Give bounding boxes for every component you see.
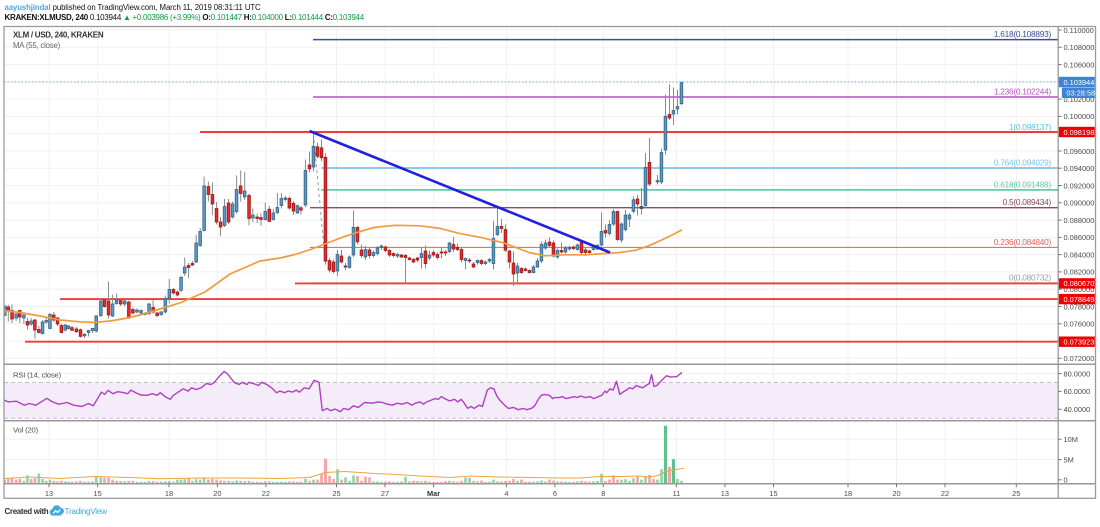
svg-text:0.073923: 0.073923: [1064, 338, 1095, 347]
svg-text:0.236(0.084840): 0.236(0.084840): [994, 237, 1052, 247]
svg-text:0.080000: 0.080000: [1064, 285, 1095, 294]
svg-text:10M: 10M: [1064, 435, 1078, 444]
svg-text:TradingView: TradingView: [65, 506, 109, 516]
svg-text:25: 25: [332, 489, 340, 498]
svg-text:1(0.098137): 1(0.098137): [1009, 122, 1051, 132]
svg-text:15: 15: [93, 489, 101, 498]
svg-text:Vol (20): Vol (20): [13, 426, 39, 435]
svg-text:1.618(0.108893): 1.618(0.108893): [994, 29, 1052, 39]
svg-text:0.090000: 0.090000: [1064, 199, 1095, 208]
svg-text:0.098198: 0.098198: [1064, 128, 1095, 137]
svg-text:0.094000: 0.094000: [1064, 164, 1095, 173]
svg-text:0.078000: 0.078000: [1064, 302, 1095, 311]
svg-text:KRAKEN:XLMUSD, 240 0.103944 ▲: KRAKEN:XLMUSD, 240 0.103944 ▲ +0.003986 …: [5, 13, 365, 22]
svg-text:6: 6: [553, 489, 557, 498]
svg-text:0.102000: 0.102000: [1064, 95, 1095, 104]
svg-text:0.103944: 0.103944: [1064, 78, 1095, 87]
svg-text:MA (55, close): MA (55, close): [13, 41, 61, 50]
svg-text:11: 11: [673, 489, 681, 498]
svg-text:0: 0: [1064, 476, 1068, 485]
svg-text:03:28:58: 03:28:58: [1066, 89, 1095, 98]
svg-text:0.084000: 0.084000: [1064, 250, 1095, 259]
svg-text:13: 13: [721, 489, 729, 498]
svg-text:0.078849: 0.078849: [1064, 295, 1095, 304]
svg-text:0.086000: 0.086000: [1064, 233, 1095, 242]
svg-text:80.0000: 80.0000: [1064, 369, 1091, 378]
svg-text:40.0000: 40.0000: [1064, 405, 1091, 414]
svg-text:0.082000: 0.082000: [1064, 268, 1095, 277]
svg-text:60.0000: 60.0000: [1064, 387, 1091, 396]
svg-text:0.080670: 0.080670: [1064, 279, 1095, 288]
svg-text:0.100000: 0.100000: [1064, 112, 1095, 121]
svg-text:13: 13: [45, 489, 53, 498]
svg-text:22: 22: [262, 489, 270, 498]
svg-text:0.088000: 0.088000: [1064, 216, 1095, 225]
svg-text:15: 15: [769, 489, 777, 498]
svg-text:0.5(0.089434): 0.5(0.089434): [1003, 197, 1052, 207]
svg-text:1.236(0.102244): 1.236(0.102244): [994, 87, 1052, 97]
svg-text:0.106000: 0.106000: [1064, 60, 1095, 69]
svg-text:20: 20: [213, 489, 221, 498]
svg-text:0.076000: 0.076000: [1064, 320, 1095, 329]
svg-text:8: 8: [601, 489, 605, 498]
svg-text:0.092000: 0.092000: [1064, 181, 1095, 190]
svg-text:0.764(0.094029): 0.764(0.094029): [994, 158, 1052, 168]
svg-text:5M: 5M: [1064, 455, 1074, 464]
svg-text:0.108000: 0.108000: [1064, 43, 1095, 52]
svg-text:0.110000: 0.110000: [1064, 26, 1094, 35]
svg-text:0.096000: 0.096000: [1064, 147, 1095, 156]
svg-text:18: 18: [844, 489, 852, 498]
svg-text:0.618(0.091488): 0.618(0.091488): [994, 179, 1052, 189]
svg-text:4: 4: [504, 489, 508, 498]
svg-text:XLM / USD, 240, KRAKEN: XLM / USD, 240, KRAKEN: [13, 31, 104, 40]
svg-text:18: 18: [165, 489, 173, 498]
svg-text:0(0.080732): 0(0.080732): [1009, 272, 1051, 282]
svg-text:Created with: Created with: [5, 507, 49, 516]
svg-text:0.072000: 0.072000: [1064, 354, 1095, 363]
svg-text:RSI (14, close): RSI (14, close): [13, 371, 62, 380]
svg-text:aayushjindal published on Trad: aayushjindal published on TradingView.co…: [5, 3, 262, 12]
svg-text:25: 25: [1012, 489, 1020, 498]
svg-text:Mar: Mar: [427, 489, 440, 498]
svg-text:22: 22: [941, 489, 949, 498]
svg-text:27: 27: [381, 489, 389, 498]
svg-text:20: 20: [892, 489, 900, 498]
